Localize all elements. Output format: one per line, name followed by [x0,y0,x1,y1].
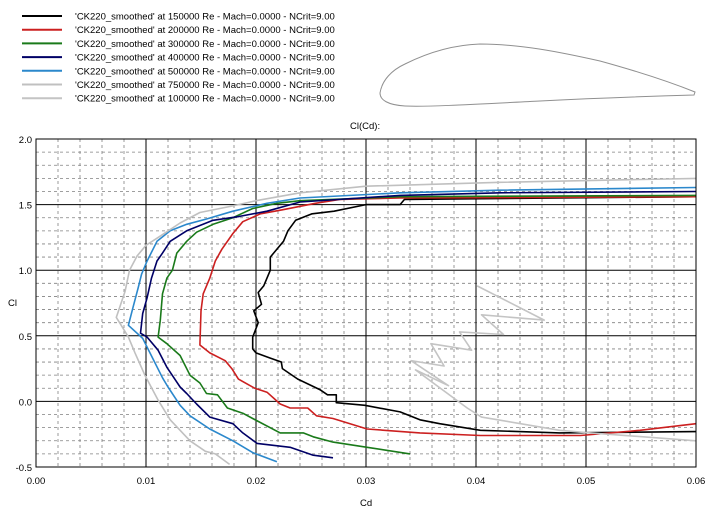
x-tick-label: 0.02 [247,476,266,487]
y-tick-label: 1.0 [19,266,32,277]
legend-label: 'CK220_smoothed' at 200000 Re - Mach=0.0… [75,25,335,36]
grid [36,139,696,467]
y-tick-label: 0.0 [19,397,32,408]
series-line-2 [199,195,697,437]
x-tick-label: 0.06 [687,476,706,487]
tick-labels: 0.00 0.01 0.02 0.03 0.04 0.05 0.06 2.0 1.5 1.0 0.5… [16,135,706,487]
plot-frame [35,138,697,468]
legend-label: 'CK220_smoothed' at 750000 Re - Mach=0.0… [75,80,335,91]
x-tick-label: 0.00 [27,476,46,487]
legend-label: 'CK220_smoothed' at 500000 Re - Mach=0.0… [75,66,335,77]
series-line-6 [115,177,697,466]
legend-label: 'CK220_smoothed' at 400000 Re - Mach=0.0… [75,53,335,64]
x-tick-label: 0.04 [467,476,486,487]
chart-title: Cl(Cd): [350,121,380,132]
y-tick-label: -0.5 [16,463,32,474]
y-tick-label: 0.5 [19,332,32,343]
x-tick-label: 0.01 [137,476,156,487]
series-lines [115,177,697,466]
legend: 'CK220_smoothed' at 150000 Re - Mach=0.0… [22,12,335,105]
series-line-1 [251,195,697,434]
legend-label: 'CK220_smoothed' at 300000 Re - Mach=0.0… [75,39,335,50]
x-tick-label: 0.05 [577,476,596,487]
series-line-5 [127,186,697,463]
legend-label: 'CK220_smoothed' at 100000 Re - Mach=0.0… [75,94,335,105]
airfoil-shape [379,43,696,107]
y-axis-label: Cl [8,298,17,309]
x-tick-label: 0.03 [357,476,376,487]
legend-label: 'CK220_smoothed' at 150000 Re - Mach=0.0… [75,12,335,23]
y-tick-label: 1.5 [19,201,32,212]
series-line-7 [410,285,697,442]
x-axis-label: Cd [360,498,372,509]
y-tick-label: 2.0 [19,135,32,146]
series-line-4 [139,190,697,459]
series-line-3 [157,194,697,455]
